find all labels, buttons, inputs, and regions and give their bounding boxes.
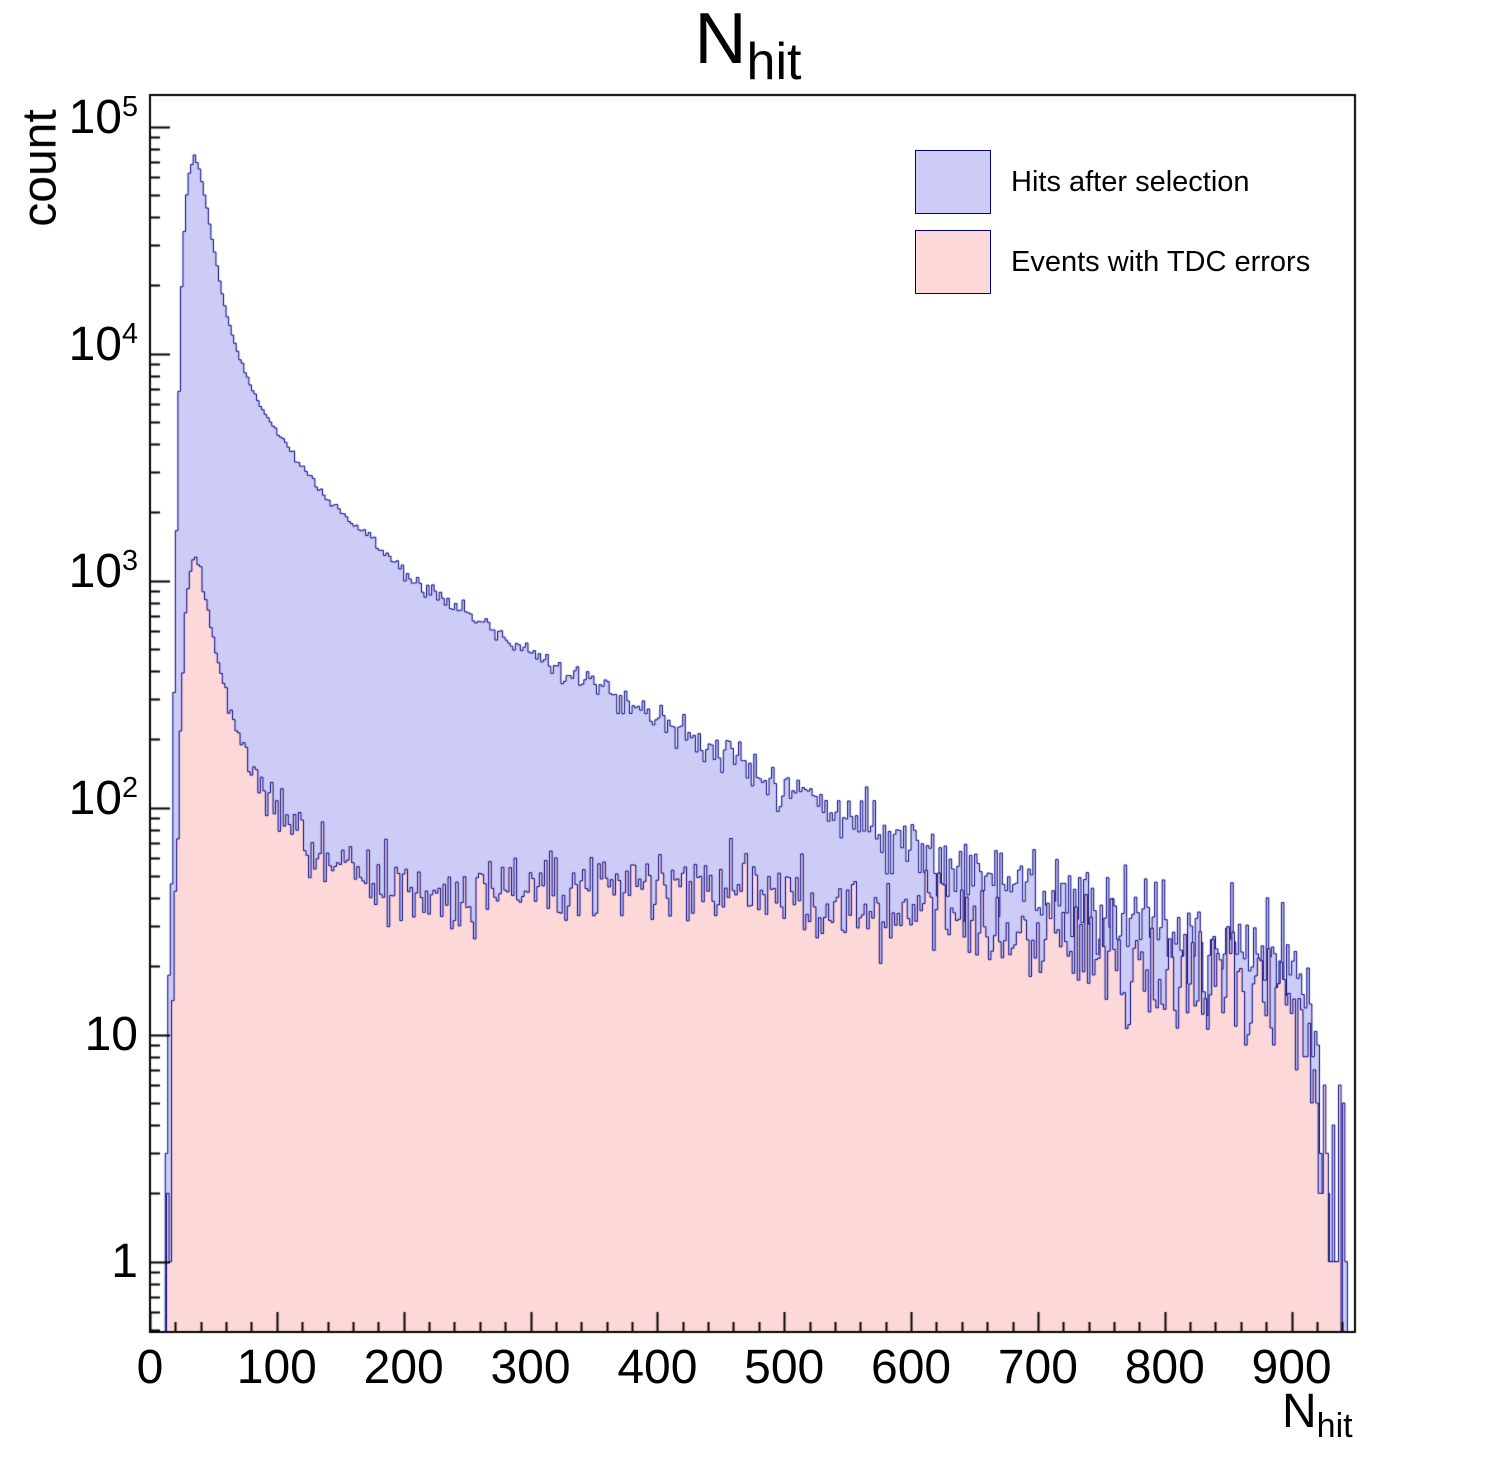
chart-title: Nhit — [0, 0, 1496, 91]
y-tick-exponent: 5 — [121, 90, 138, 123]
x-tick-label: 100 — [236, 1341, 317, 1394]
legend-item-tdc-errors: Events with TDC errors — [915, 230, 1310, 294]
x-tick-label: 700 — [997, 1341, 1078, 1394]
y-axis-label: count — [13, 109, 67, 227]
y-tick-label: 104 — [68, 317, 138, 371]
legend: Hits after selection Events with TDC err… — [915, 150, 1310, 294]
legend-item-hits: Hits after selection — [915, 150, 1310, 214]
y-tick-label: 1 — [111, 1234, 138, 1288]
legend-label: Hits after selection — [1011, 165, 1250, 198]
x-axis-label-base: N — [1282, 1385, 1317, 1438]
x-axis-label: Nhit — [1282, 1384, 1353, 1446]
y-tick-label: 102 — [68, 771, 138, 825]
x-tick-label: 900 — [1251, 1341, 1332, 1394]
legend-swatch-blue — [915, 150, 991, 214]
x-tick-label: 400 — [617, 1341, 698, 1394]
chart-title-base: N — [694, 0, 747, 79]
y-tick-exponent: 3 — [121, 544, 138, 577]
y-tick-label: 10 — [84, 1007, 138, 1061]
y-tick-label: 105 — [68, 90, 138, 144]
y-tick-exponent: 2 — [121, 771, 138, 804]
x-tick-label: 600 — [871, 1341, 952, 1394]
x-axis-label-sub: hit — [1316, 1407, 1353, 1445]
y-tick-label: 103 — [68, 544, 138, 598]
x-tick-label: 800 — [1124, 1341, 1205, 1394]
chart-title-sub: hit — [746, 33, 802, 91]
x-tick-label: 500 — [744, 1341, 825, 1394]
y-tick-exponent: 4 — [121, 317, 138, 350]
legend-label: Events with TDC errors — [1011, 245, 1311, 278]
legend-swatch-pink — [915, 230, 991, 294]
x-tick-label: 0 — [136, 1341, 164, 1394]
x-tick-label: 300 — [490, 1341, 571, 1394]
x-tick-label: 200 — [363, 1341, 444, 1394]
